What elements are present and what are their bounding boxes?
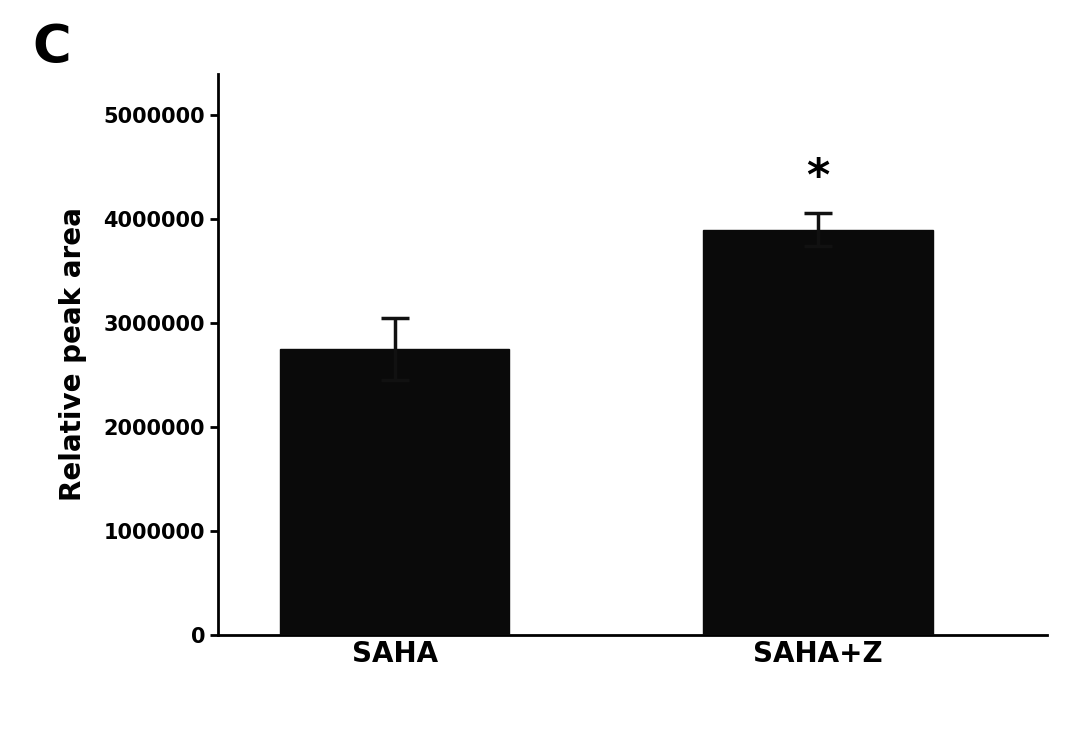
Text: *: * [806,156,829,199]
Bar [704,230,933,635]
Bar [280,349,509,635]
Y-axis label: Relative peak area: Relative peak area [59,207,86,501]
Text: C: C [33,22,72,74]
